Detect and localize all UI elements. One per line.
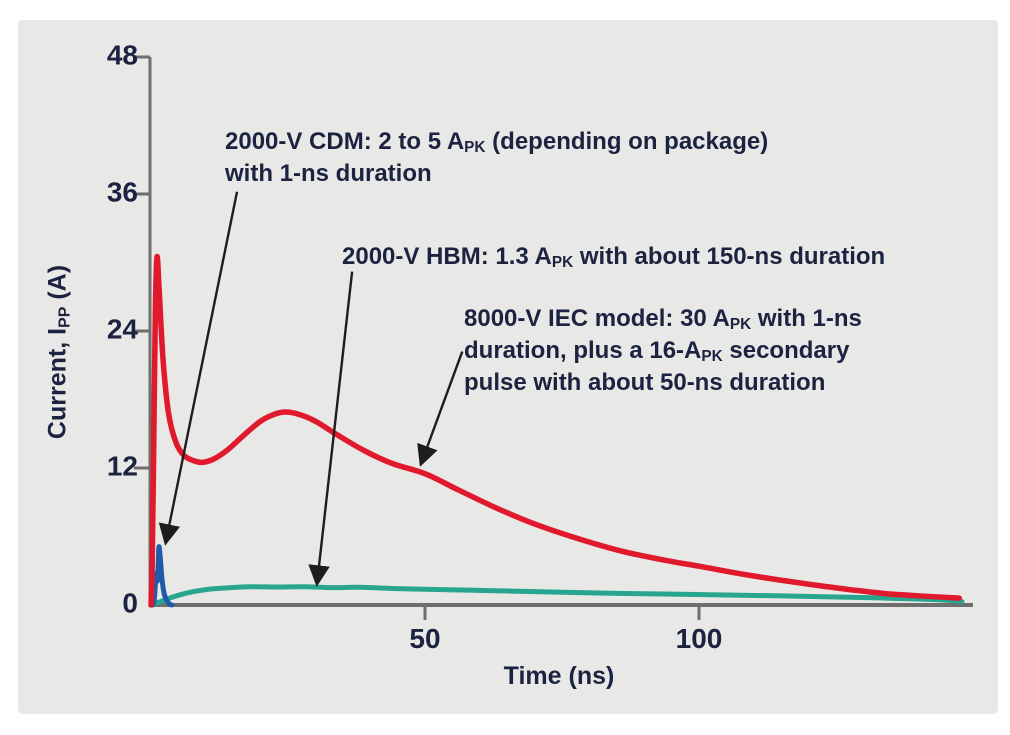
annotation-text: (depending on package) bbox=[485, 128, 769, 155]
annotation-text: 2000-V CDM: 2 to 5 A bbox=[225, 128, 465, 155]
annotation-arrows bbox=[158, 191, 464, 587]
annotation-text: with about 150-ns duration bbox=[573, 243, 886, 270]
arrow-hbm bbox=[308, 271, 354, 587]
annotation-subscript: PK bbox=[551, 254, 574, 272]
y-axis-title-unit: (A) bbox=[43, 264, 72, 307]
annotation-iec-line1: 8000-V IEC model: 30 APK with 1-ns bbox=[464, 304, 862, 336]
x-tick-label-50: 50 bbox=[409, 623, 441, 654]
x-tick-label-100: 100 bbox=[675, 623, 723, 654]
y-axis-title: Current, IPP (A) bbox=[43, 264, 74, 440]
annotation-iec: 8000-V IEC model: 30 APK with 1-ns durat… bbox=[464, 304, 862, 397]
annotation-hbm: 2000-V HBM: 1.3 APK with about 150-ns du… bbox=[342, 242, 885, 274]
annotation-iec-line2: duration, plus a 16-APK secondary bbox=[464, 336, 862, 368]
annotation-text: secondary bbox=[722, 337, 850, 364]
y-tick-label-24: 24 bbox=[106, 313, 138, 345]
annotation-iec-line3: pulse with about 50-ns duration bbox=[464, 368, 862, 397]
y-tick-label-0: 0 bbox=[122, 587, 138, 619]
y-tick-label-36: 36 bbox=[106, 176, 138, 208]
annotation-hbm-line1: 2000-V HBM: 1.3 APK with about 150-ns du… bbox=[342, 242, 885, 274]
annotation-cdm: 2000-V CDM: 2 to 5 APK (depending on pac… bbox=[225, 127, 768, 188]
curve-2000-v-hbm bbox=[148, 584, 965, 608]
annotation-subscript: PK bbox=[701, 348, 723, 366]
annotation-cdm-line2: with 1-ns duration bbox=[225, 159, 768, 188]
x-axis-title: Time (ns) bbox=[504, 662, 615, 691]
annotation-subscript: PK bbox=[464, 139, 486, 157]
y-tick-label-12: 12 bbox=[106, 450, 138, 482]
annotation-text: 8000-V IEC model: 30 A bbox=[464, 305, 730, 332]
annotation-text: 2000-V HBM: 1.3 A bbox=[342, 243, 552, 270]
annotation-text: duration, plus a 16-A bbox=[464, 337, 702, 364]
annotation-cdm-line1: 2000-V CDM: 2 to 5 APK (depending on pac… bbox=[225, 127, 768, 159]
series-group bbox=[148, 253, 965, 608]
arrow-cdm bbox=[158, 191, 239, 546]
arrow-iec bbox=[417, 351, 464, 467]
y-axis-title-text: Current, I bbox=[43, 327, 72, 440]
annotation-text: with 1-ns bbox=[751, 305, 862, 332]
curve-2000-v-cdm bbox=[150, 544, 175, 608]
annotation-text: with 1-ns duration bbox=[225, 160, 432, 187]
axes bbox=[134, 55, 973, 620]
y-axis-title-subscript: PP bbox=[56, 306, 74, 328]
curve-8000-v-iec-model bbox=[148, 253, 963, 608]
y-tick-label-48: 48 bbox=[106, 39, 138, 71]
annotation-subscript: PK bbox=[729, 316, 752, 334]
x-axis-title-text: Time (ns) bbox=[503, 662, 615, 690]
annotation-text: pulse with about 50-ns duration bbox=[464, 369, 826, 396]
